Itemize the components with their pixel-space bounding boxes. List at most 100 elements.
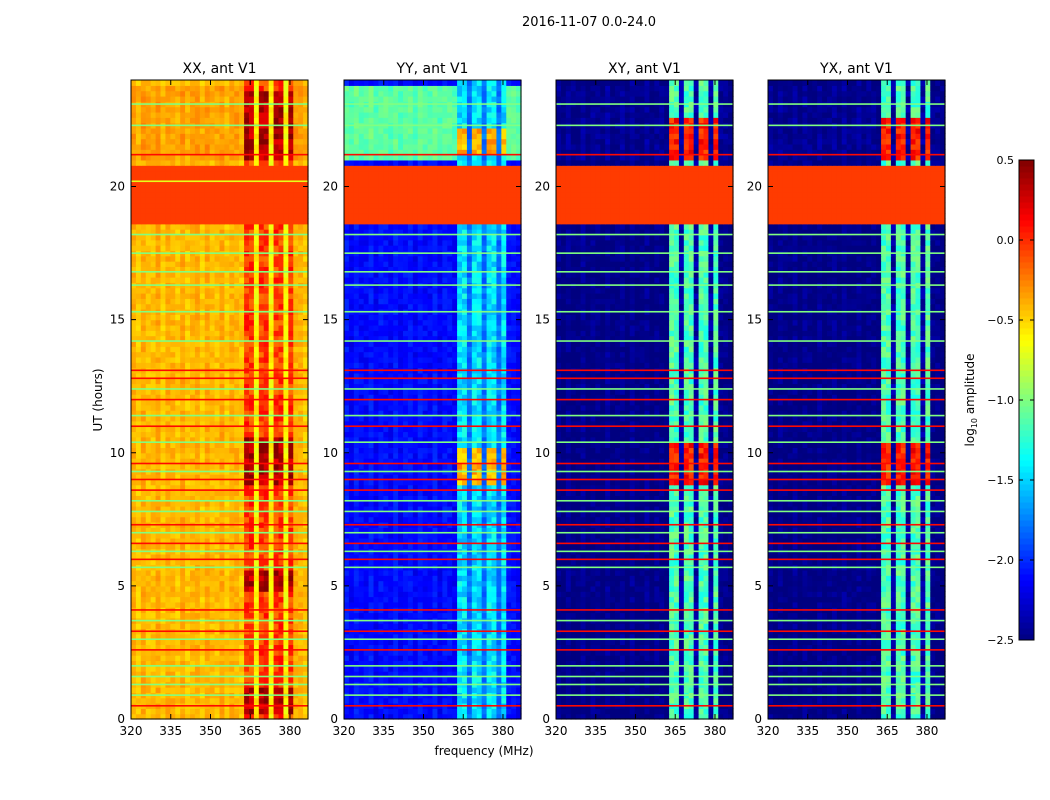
heatmap-cell <box>145 655 152 662</box>
heatmap-cell <box>214 713 221 720</box>
heatmap-cell <box>462 633 468 640</box>
heatmap-cell <box>303 202 309 209</box>
heatmap-cell <box>293 207 299 214</box>
heatmap-cell <box>165 175 171 182</box>
heatmap-cell <box>160 601 167 608</box>
heatmap-cell <box>190 335 196 342</box>
heatmap-cell <box>288 543 294 550</box>
heatmap-cell <box>224 255 230 262</box>
heatmap-cell <box>190 575 196 582</box>
heatmap-cell <box>131 340 137 347</box>
heatmap-cell <box>190 186 196 193</box>
heatmap-cell <box>155 399 162 406</box>
heatmap-cell <box>283 191 289 198</box>
heatmap-cell <box>150 207 157 214</box>
heatmap-cell <box>190 287 196 294</box>
heatmap-cell <box>263 415 270 422</box>
heatmap-cell <box>140 95 147 102</box>
heatmap-cell <box>180 186 186 193</box>
heatmap-cell <box>273 388 280 395</box>
heatmap-cell <box>209 90 216 97</box>
heatmap-cell <box>204 80 211 86</box>
heatmap-cell <box>194 261 201 267</box>
heatmap-cell <box>249 399 255 406</box>
heatmap-cell <box>160 191 167 198</box>
heatmap-cell <box>268 90 275 97</box>
heatmap-cell <box>244 245 250 251</box>
heatmap-cell <box>150 500 157 507</box>
heatmap-cell <box>263 532 270 539</box>
heatmap-cell <box>239 559 245 566</box>
heatmap-cell <box>244 95 250 102</box>
heatmap-cell <box>293 133 299 140</box>
heatmap-cell <box>258 271 265 278</box>
heatmap-cell <box>263 362 270 369</box>
heatmap-cell <box>204 644 211 651</box>
heatmap-cell <box>258 149 265 156</box>
heatmap-cell <box>516 713 522 720</box>
heatmap-cell <box>155 596 162 603</box>
heatmap-cell <box>185 324 191 331</box>
heatmap-cell <box>383 660 389 667</box>
rfi-line <box>131 694 308 696</box>
heatmap-cell <box>131 255 137 262</box>
heatmap-cell <box>204 127 211 134</box>
heatmap-cell <box>140 543 147 550</box>
heatmap-cell <box>140 500 147 507</box>
heatmap-cell <box>190 218 196 225</box>
heatmap-cell <box>160 383 167 390</box>
heatmap-cell <box>155 495 162 502</box>
heatmap-cell <box>194 266 201 273</box>
heatmap-cell <box>224 399 230 406</box>
heatmap-cell <box>268 553 275 560</box>
heatmap-cell <box>273 511 280 518</box>
heatmap-cell <box>258 159 265 166</box>
heatmap-cell <box>140 223 147 230</box>
heatmap-cell <box>150 356 157 363</box>
heatmap-cell <box>288 170 294 177</box>
heatmap-cell <box>135 95 142 102</box>
heatmap-cell <box>140 181 147 188</box>
heatmap-cell <box>293 293 299 299</box>
heatmap-cell <box>293 218 299 225</box>
heatmap-cell <box>140 111 147 118</box>
heatmap-cell <box>160 351 167 358</box>
heatmap-cell <box>273 410 280 417</box>
heatmap-cell <box>422 697 429 704</box>
heatmap-cell <box>140 644 147 651</box>
heatmap-cell <box>273 186 280 193</box>
heatmap-cell <box>209 303 216 310</box>
heatmap-cell <box>199 410 206 417</box>
heatmap-cell <box>180 330 186 337</box>
heatmap-cell <box>258 463 265 470</box>
heatmap-cell <box>150 340 157 347</box>
heatmap-cell <box>452 697 458 704</box>
heatmap-cell <box>175 186 181 193</box>
heatmap-cell <box>175 298 181 305</box>
heatmap-cell <box>283 261 289 267</box>
heatmap-cell <box>268 420 275 427</box>
heatmap-cell <box>253 298 260 305</box>
heatmap-cell <box>165 261 171 267</box>
heatmap-cell <box>165 362 171 369</box>
heatmap-cell <box>253 516 260 523</box>
heatmap-cell <box>165 293 171 299</box>
heatmap-cell <box>209 85 216 92</box>
heatmap-cell <box>516 633 522 640</box>
heatmap-cell <box>293 713 299 720</box>
heatmap-cell <box>145 261 152 267</box>
heatmap-cell <box>165 207 171 214</box>
heatmap-cell <box>140 80 147 86</box>
heatmap-cell <box>303 490 309 496</box>
heatmap-cell <box>135 511 142 518</box>
heatmap-cell <box>268 474 275 480</box>
heatmap-cell <box>393 708 399 715</box>
heatmap-cell <box>288 442 294 449</box>
heatmap-cell <box>239 149 245 156</box>
heatmap-cell <box>219 117 226 124</box>
heatmap-cell <box>170 340 176 347</box>
heatmap-cell <box>214 351 221 358</box>
heatmap-cell <box>288 569 294 576</box>
heatmap-cell <box>194 239 201 246</box>
